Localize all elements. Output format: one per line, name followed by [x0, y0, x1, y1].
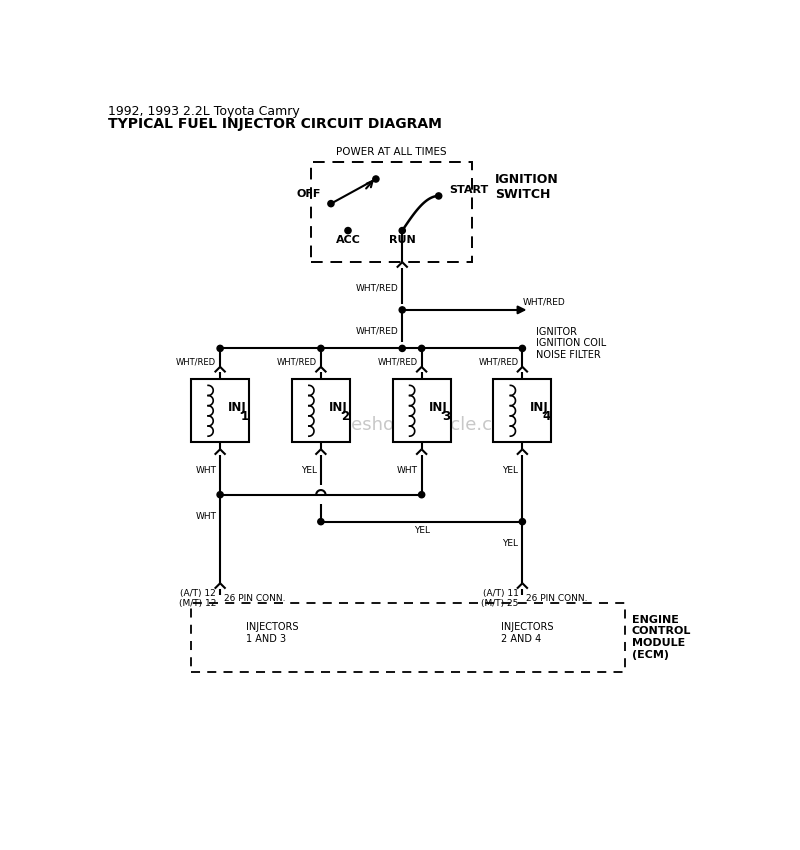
Text: INJ: INJ [430, 401, 448, 414]
Circle shape [399, 345, 406, 352]
Text: YEL: YEL [414, 526, 430, 536]
Text: troubleshootvehicle.com: troubleshootvehicle.com [298, 416, 522, 434]
Bar [191, 379, 249, 442]
Text: INJ: INJ [329, 401, 347, 414]
Text: WHT: WHT [397, 466, 418, 474]
Text: YEL: YEL [301, 466, 317, 474]
Circle shape [373, 176, 379, 182]
Text: TYPICAL FUEL INJECTOR CIRCUIT DIAGRAM: TYPICAL FUEL INJECTOR CIRCUIT DIAGRAM [108, 116, 442, 131]
Text: 1992, 1993 2.2L Toyota Camry: 1992, 1993 2.2L Toyota Camry [108, 105, 299, 118]
Circle shape [217, 345, 223, 352]
Circle shape [328, 201, 334, 207]
Text: 1: 1 [240, 411, 248, 423]
Text: INJ: INJ [530, 401, 549, 414]
Bar [191, 603, 626, 672]
Text: WHT/RED: WHT/RED [522, 298, 565, 307]
Bar [292, 379, 350, 442]
Text: WHT/RED: WHT/RED [478, 358, 518, 366]
Bar [393, 379, 450, 442]
Text: 3: 3 [442, 411, 450, 423]
Circle shape [435, 193, 442, 199]
Text: (A/T) 12
(M/T) 12: (A/T) 12 (M/T) 12 [179, 589, 216, 608]
Text: INJECTORS
1 AND 3: INJECTORS 1 AND 3 [246, 622, 298, 644]
Circle shape [345, 228, 351, 234]
Circle shape [399, 228, 406, 234]
Text: YEL: YEL [502, 466, 518, 474]
Text: RUN: RUN [389, 235, 416, 245]
Circle shape [519, 345, 526, 352]
Text: POWER AT ALL TIMES: POWER AT ALL TIMES [336, 147, 446, 157]
Text: ACC: ACC [335, 235, 361, 245]
Text: WHT/RED: WHT/RED [378, 358, 418, 366]
Circle shape [318, 518, 324, 524]
Text: 2: 2 [341, 411, 349, 423]
Circle shape [217, 491, 223, 498]
Text: OFF: OFF [297, 190, 321, 200]
Circle shape [399, 307, 406, 313]
Text: WHT: WHT [195, 512, 216, 521]
Circle shape [318, 345, 324, 352]
Text: 4: 4 [542, 411, 550, 423]
Text: 26 PIN CONN.: 26 PIN CONN. [224, 594, 286, 604]
Bar [494, 379, 551, 442]
Text: WHT/RED: WHT/RED [356, 327, 398, 336]
Text: ENGINE
CONTROL
MODULE
(ECM): ENGINE CONTROL MODULE (ECM) [632, 615, 691, 660]
Text: IGNITOR
IGNITION COIL
NOISE FILTER: IGNITOR IGNITION COIL NOISE FILTER [536, 327, 606, 360]
Text: INJECTORS
2 AND 4: INJECTORS 2 AND 4 [502, 622, 554, 644]
Circle shape [418, 345, 425, 352]
Text: IGNITION
SWITCH: IGNITION SWITCH [495, 173, 559, 201]
Text: INJ: INJ [228, 401, 246, 414]
Text: WHT/RED: WHT/RED [356, 283, 398, 292]
Circle shape [519, 518, 526, 524]
Bar [310, 162, 472, 262]
Text: WHT: WHT [195, 466, 216, 474]
Text: START: START [449, 184, 488, 195]
Text: YEL: YEL [502, 539, 518, 547]
Circle shape [418, 491, 425, 498]
Text: WHT/RED: WHT/RED [277, 358, 317, 366]
Text: (A/T) 11
(M/T) 25: (A/T) 11 (M/T) 25 [481, 589, 518, 608]
Text: WHT/RED: WHT/RED [176, 358, 216, 366]
Text: 26 PIN CONN.: 26 PIN CONN. [526, 594, 588, 604]
